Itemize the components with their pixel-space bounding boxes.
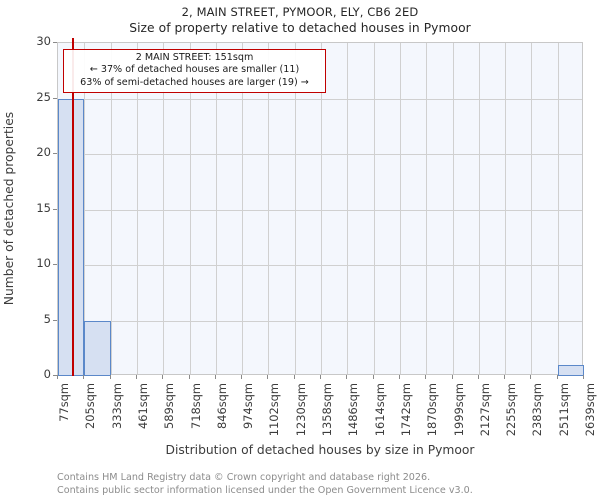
gridline-vertical: [373, 43, 375, 374]
gridline-vertical: [321, 43, 322, 374]
bar: [557, 364, 584, 376]
gridline-vertical: [268, 43, 270, 374]
x-axis-tick-mark: [267, 375, 269, 379]
x-axis-tick-label: 718sqm: [188, 383, 203, 430]
gridline-horizontal: [58, 209, 582, 211]
x-axis-tick-mark: [162, 375, 164, 379]
y-axis-tick-mark: [53, 375, 57, 376]
footer-line-1: Contains HM Land Registry data © Crown c…: [57, 472, 431, 483]
x-axis-tick-label: 2639sqm: [583, 383, 597, 437]
x-axis-tick-mark: [135, 375, 137, 379]
property-annotation-box: 2 MAIN STREET: 151sqm ← 37% of detached …: [63, 49, 326, 93]
plot-area: [57, 38, 584, 376]
gridline-vertical: [294, 43, 296, 374]
gridline-vertical: [163, 43, 165, 374]
chart-subtitle: Size of property relative to detached ho…: [129, 21, 471, 35]
y-axis-tick-label: 10: [36, 256, 51, 270]
x-axis-title: Distribution of detached houses by size …: [165, 443, 475, 457]
annotation-line-2: ← 37% of detached houses are smaller (11…: [89, 64, 300, 76]
gridline-vertical: [557, 43, 559, 374]
y-axis-tick-mark: [53, 208, 57, 210]
x-axis-tick-mark: [320, 375, 321, 379]
x-axis-tick-mark: [583, 375, 584, 379]
x-axis-tick-mark: [293, 375, 295, 379]
gridline-horizontal: [58, 154, 582, 155]
x-axis-tick-mark: [346, 375, 348, 379]
gridline-vertical: [215, 43, 217, 374]
property-marker-line: [72, 38, 74, 376]
gridline-vertical: [347, 43, 349, 374]
y-axis-tick-label: 5: [43, 311, 51, 326]
x-axis-tick-mark: [214, 375, 216, 379]
footer-line-2: Contains public sector information licen…: [57, 484, 473, 496]
bar: [84, 320, 111, 376]
y-axis-tick-label: 15: [36, 200, 51, 215]
gridline-vertical: [478, 43, 480, 374]
x-axis-tick-label: 846sqm: [214, 383, 229, 430]
footer-attribution: Contains HM Land Registry data © Crown c…: [57, 472, 577, 497]
gridline-vertical: [452, 43, 454, 374]
gridline-vertical: [399, 43, 401, 374]
x-axis-tick-label: 1102sqm: [267, 383, 282, 437]
x-axis-tick-label: 333sqm: [109, 383, 124, 430]
bar: [58, 98, 85, 376]
gridlines: [58, 43, 582, 374]
gridline-vertical: [242, 43, 244, 374]
x-axis-tick-label: 2127sqm: [477, 383, 492, 437]
x-axis-tick-label: 2511sqm: [556, 383, 571, 437]
y-axis-tick-label: 25: [36, 89, 51, 104]
x-axis-tick-mark: [556, 375, 558, 379]
x-axis-tick-mark: [530, 375, 532, 379]
x-axis-tick-label: 205sqm: [83, 383, 98, 430]
y-axis-tick-label: 30: [36, 34, 51, 48]
page-title: 2, MAIN STREET, PYMOOR, ELY, CB6 2ED: [181, 5, 419, 19]
x-axis-tick-mark: [398, 375, 400, 379]
x-axis-tick-label: 1870sqm: [425, 383, 440, 437]
x-axis-tick-label: 1999sqm: [451, 383, 466, 437]
x-axis-tick-mark: [425, 375, 427, 379]
x-axis-tick-mark: [188, 375, 190, 379]
x-axis-tick-mark: [504, 375, 506, 379]
gridline-vertical: [531, 43, 533, 374]
x-axis-tick-mark: [57, 375, 58, 379]
annotation-line-3: 63% of semi-detached houses are larger (…: [80, 76, 309, 88]
x-axis-tick-label: 1358sqm: [320, 383, 334, 437]
x-axis-tick-label: 589sqm: [162, 383, 177, 430]
y-axis-tick-mark: [53, 42, 57, 43]
x-axis-tick-mark: [109, 375, 111, 379]
x-axis-tick-label: 2255sqm: [504, 383, 519, 437]
x-axis-tick-mark: [477, 375, 479, 379]
x-axis-tick-mark: [451, 375, 453, 379]
annotation-line-1: 2 MAIN STREET: 151sqm: [135, 52, 254, 63]
y-axis-tick-mark: [53, 97, 57, 99]
x-axis-tick-label: 2383sqm: [530, 383, 545, 437]
gridline-vertical: [84, 43, 86, 374]
x-axis-tick-label: 1230sqm: [293, 383, 308, 437]
x-axis-tick-label: 974sqm: [241, 383, 256, 430]
x-axis-tick-label: 1742sqm: [398, 383, 413, 437]
gridline-horizontal: [58, 320, 582, 322]
x-axis-tick-mark: [83, 375, 85, 379]
y-axis-tick-mark: [53, 264, 57, 265]
y-axis-tick-label: 0: [43, 367, 51, 381]
x-axis-tick-label: 461sqm: [135, 383, 150, 430]
y-axis-tick-mark: [53, 319, 57, 321]
gridline-vertical: [189, 43, 191, 374]
x-axis-tick-mark: [241, 375, 243, 379]
x-axis-tick-label: 1614sqm: [372, 383, 387, 437]
gridline-vertical: [110, 43, 112, 374]
x-axis-tick-label: 1486sqm: [346, 383, 361, 437]
gridline-vertical: [426, 43, 428, 374]
y-axis-tick-label: 20: [36, 145, 51, 159]
x-axis-tick-label: 77sqm: [57, 383, 71, 422]
gridline-horizontal: [58, 265, 582, 266]
gridline-horizontal: [58, 98, 582, 100]
gridline-vertical: [505, 43, 507, 374]
y-axis-tick-mark: [53, 153, 57, 154]
gridline-vertical: [136, 43, 138, 374]
x-axis-tick-mark: [372, 375, 374, 379]
